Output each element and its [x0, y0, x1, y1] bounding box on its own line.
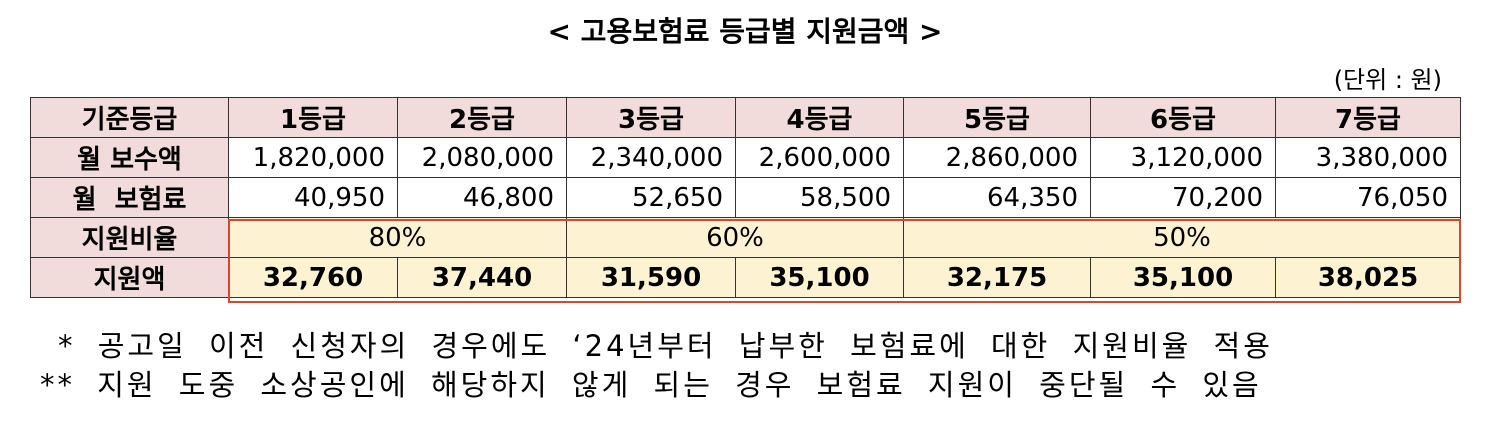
cell: 80%: [228, 217, 567, 258]
header-cell: 4등급: [735, 97, 904, 138]
header-cell: 5등급: [903, 97, 1091, 138]
cell: 35,100: [735, 257, 904, 298]
row-label: 월 보수액: [30, 137, 229, 178]
row-label: 지원비율: [30, 217, 229, 258]
unit-label: (단위 : 원): [1333, 66, 1442, 94]
note: * 공고일 이전 신청자의 경우에도 ‘24년부터 납부한 보험료에 대한 지원…: [58, 329, 1273, 363]
table-row: 지원액 32,760 37,440 31,590 35,100 32,175 3…: [30, 257, 1461, 298]
cell: 64,350: [903, 177, 1091, 218]
cell: 2,340,000: [566, 137, 736, 178]
cell: 60%: [566, 217, 904, 258]
cell: 1,820,000: [228, 137, 398, 178]
cell: 3,120,000: [1090, 137, 1276, 178]
grade-table: 기준등급 1등급 2등급 3등급 4등급 5등급 6등급 7등급 월 보수액 1…: [30, 97, 1461, 298]
header-cell: 기준등급: [30, 97, 229, 138]
cell: 2,080,000: [397, 137, 567, 178]
header-row: 기준등급 1등급 2등급 3등급 4등급 5등급 6등급 7등급: [30, 97, 1461, 138]
cell: 35,100: [1090, 257, 1276, 298]
table-row: 지원비율 80% 60% 50%: [30, 217, 1461, 258]
cell: 50%: [903, 217, 1461, 258]
cell: 32,760: [228, 257, 398, 298]
cell: 58,500: [735, 177, 904, 218]
header-cell: 3등급: [566, 97, 736, 138]
row-label: 월 보험료: [30, 177, 229, 218]
cell: 70,200: [1090, 177, 1276, 218]
cell: 37,440: [397, 257, 567, 298]
header-cell: 1등급: [228, 97, 398, 138]
table-row: 월 보수액 1,820,000 2,080,000 2,340,000 2,60…: [30, 137, 1461, 178]
cell: 31,590: [566, 257, 736, 298]
note: ** 지원 도중 소상공인에 해당하지 않게 되는 경우 보험료 지원이 중단될…: [40, 368, 1262, 402]
header-cell: 7등급: [1275, 97, 1461, 138]
table-row: 월 보험료 40,950 46,800 52,650 58,500 64,350…: [30, 177, 1461, 218]
cell: 52,650: [566, 177, 736, 218]
cell: 32,175: [903, 257, 1091, 298]
row-label: 지원액: [30, 257, 229, 298]
cell: 2,600,000: [735, 137, 904, 178]
title: < 고용보험료 등급별 지원금액 >: [547, 15, 943, 48]
header-cell: 2등급: [397, 97, 567, 138]
cell: 2,860,000: [903, 137, 1091, 178]
cell: 3,380,000: [1275, 137, 1461, 178]
header-cell: 6등급: [1090, 97, 1276, 138]
cell: 46,800: [397, 177, 567, 218]
cell: 76,050: [1275, 177, 1461, 218]
cell: 38,025: [1275, 257, 1461, 298]
cell: 40,950: [228, 177, 398, 218]
